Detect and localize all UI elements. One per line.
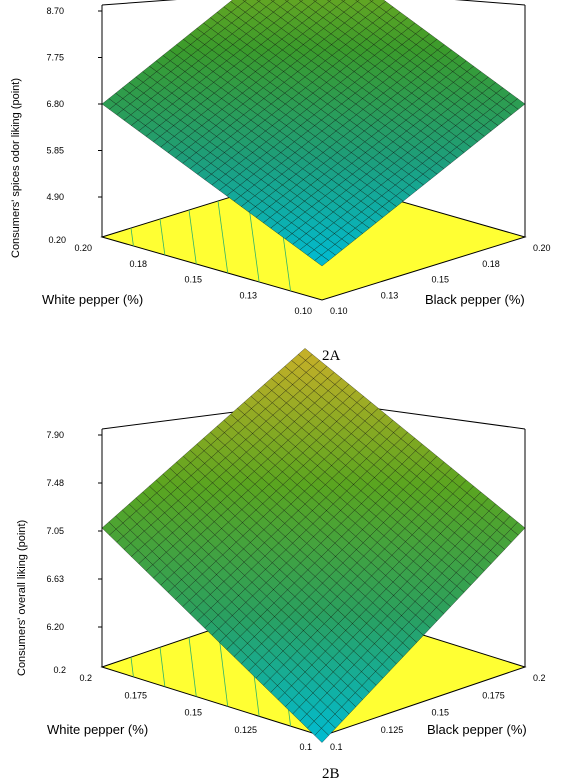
y-axis-label: White pepper (%) xyxy=(42,292,143,307)
x-tick-label: 0.175 xyxy=(482,690,505,700)
y-tick-label: 0.15 xyxy=(184,275,202,285)
z-tick-label: 7.05 xyxy=(46,526,64,536)
surface-cell xyxy=(314,728,330,743)
contour-line xyxy=(159,218,166,256)
contour-line xyxy=(159,647,166,687)
y-tick-label: 0.175 xyxy=(124,690,147,700)
contour-line xyxy=(188,637,197,697)
z-tick-label: 4.90 xyxy=(46,192,64,202)
y-tick-label: 0.1 xyxy=(299,742,312,752)
response-surface: 6.20 6.63 7.05 7.48 7.90 0.1 0.125 0.15 0.175 0.2… xyxy=(46,348,546,752)
surface-cell xyxy=(314,254,330,267)
y-tick-label: 0.15 xyxy=(184,708,202,718)
y-tick-label: 0.20 xyxy=(74,243,92,253)
z-tick-label: 6.63 xyxy=(46,574,64,584)
z-tick-label: 6.80 xyxy=(46,99,64,109)
y-tick-label: 0.13 xyxy=(239,290,257,300)
x-tick-label: 0.1 xyxy=(330,742,343,752)
response-surface: 4.90 5.85 6.80 7.75 8.70 0.10 0.13 0.15 0.18 0.20… xyxy=(46,0,551,316)
x-axis-label: Black pepper (%) xyxy=(425,292,525,307)
x-tick-label: 0.2 xyxy=(533,673,546,683)
x-tick-label: 0.125 xyxy=(381,725,404,735)
y-tick-label: 0.125 xyxy=(234,725,257,735)
contour-line xyxy=(217,200,229,274)
y-tick-label: 0.18 xyxy=(129,259,147,269)
chart-panel-2a: 4.90 5.85 6.80 7.75 8.70 0.10 0.13 0.15 0.18 0.20… xyxy=(10,0,551,364)
x-tick-label: 0.15 xyxy=(432,275,450,285)
z-floor-tick-label: 0.20 xyxy=(48,235,66,245)
x-tick-label: 0.13 xyxy=(381,290,399,300)
y-axis-label: White pepper (%) xyxy=(47,722,148,737)
chart-panel-2b: 6.20 6.63 7.05 7.48 7.90 0.1 0.125 0.15 0.175 0.2… xyxy=(16,348,546,782)
contour-line xyxy=(188,209,197,265)
x-tick-label: 0.10 xyxy=(330,306,348,316)
contour-line xyxy=(130,657,134,677)
z-tick-label: 7.90 xyxy=(46,430,64,440)
figure-caption: 2A xyxy=(322,348,341,364)
y-tick-label: 0.10 xyxy=(294,306,312,316)
figure-caption: 2B xyxy=(322,766,340,782)
z-axis-label: Consumers' spices odor liking (point) xyxy=(10,78,22,258)
z-tick-label: 6.20 xyxy=(46,622,64,632)
x-tick-label: 0.15 xyxy=(432,708,450,718)
z-tick-label: 7.75 xyxy=(46,53,64,63)
z-axis-label: Consumers' overall liking (point) xyxy=(16,520,28,676)
z-floor-tick-label: 0.2 xyxy=(53,665,66,675)
bounding-box-edge xyxy=(454,0,526,6)
x-tick-label: 0.18 xyxy=(482,259,500,269)
bounding-box-edge xyxy=(101,0,177,6)
z-tick-label: 8.70 xyxy=(46,6,64,16)
x-tick-label: 0.20 xyxy=(533,243,551,253)
contour-line xyxy=(130,227,134,247)
y-tick-label: 0.2 xyxy=(79,673,92,683)
z-tick-label: 7.48 xyxy=(46,478,64,488)
z-tick-label: 5.85 xyxy=(46,146,64,156)
x-axis-label: Black pepper (%) xyxy=(427,722,527,737)
